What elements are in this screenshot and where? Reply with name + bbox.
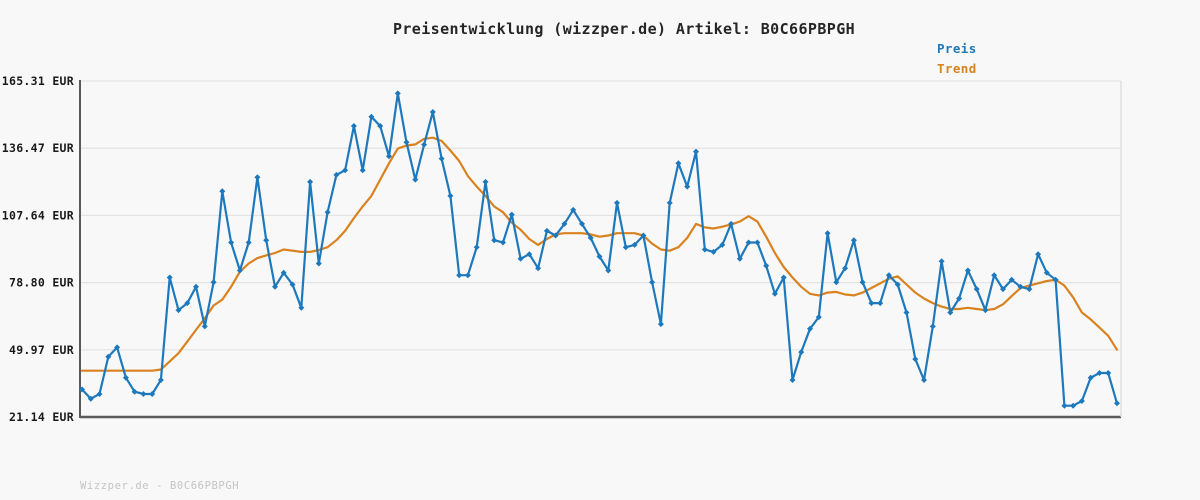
y-tick-label: 165.31 EUR [2, 74, 74, 88]
footer-watermark: Wizzper.de - B0C66PBPGH [80, 480, 240, 492]
y-tick-label: 107.64 EUR [2, 208, 74, 222]
y-tick-label: 21.14 EUR [9, 410, 74, 424]
price-line [80, 92, 1119, 407]
legend-item-preis: Preis [937, 41, 977, 56]
legend-item-trend: Trend [937, 61, 977, 76]
y-tick-label: 49.97 EUR [9, 343, 74, 357]
trend-line [80, 136, 1119, 372]
y-tick-label: 136.47 EUR [2, 141, 74, 155]
y-tick-label: 78.80 EUR [9, 276, 74, 290]
legend: Preis Trend [937, 39, 977, 79]
price-markers [79, 90, 1120, 409]
chart-title: Preisentwicklung (wizzper.de) Artikel: B… [392, 20, 856, 38]
